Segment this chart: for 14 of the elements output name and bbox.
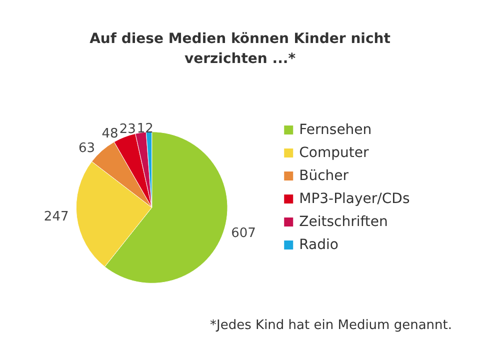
legend-label: Fernsehen	[299, 122, 372, 138]
legend-label: Radio	[299, 237, 338, 253]
data-label: 23	[119, 122, 136, 138]
text: *Jedes Kind hat ein Medium genannt.	[210, 318, 452, 333]
data-label: 607	[231, 226, 256, 241]
data-label: 48	[102, 126, 118, 142]
legend-label: Computer	[299, 145, 369, 161]
data-label: 12	[136, 121, 154, 136]
data-label: 63	[78, 140, 95, 156]
legend-label: MP3-Player/CDs	[299, 191, 410, 207]
legend-label: Zeitschriften	[299, 214, 388, 230]
legend-label: Bücher	[299, 168, 349, 184]
chart-title: Auf diese Medien können Kinder nicht verzichten ...*	[90, 31, 391, 67]
data-label: 247	[44, 210, 69, 225]
